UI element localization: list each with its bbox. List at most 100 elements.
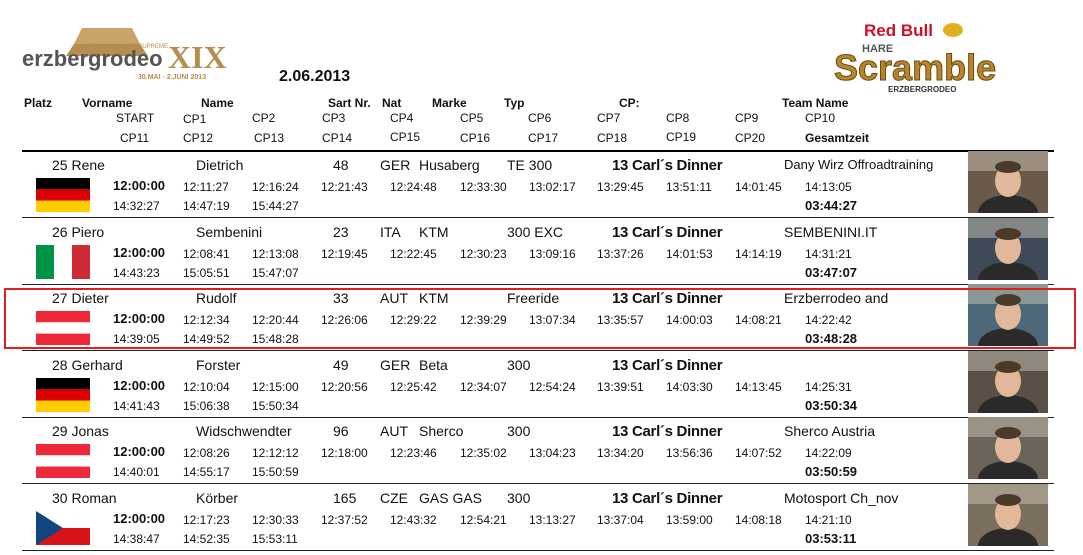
checkpoint-time: 13:56:36	[666, 446, 713, 461]
flag-germany-icon	[36, 377, 90, 412]
checkpoint-time: 14:13:05	[805, 180, 852, 194]
checkpoint-time: 12:21:43	[321, 180, 368, 194]
flag-austria-icon	[36, 444, 90, 479]
checkpoint-time: 12:23:46	[390, 446, 437, 461]
row-divider	[22, 550, 1054, 551]
header-cp14: CP14	[322, 131, 353, 145]
header-cp3: CP3	[322, 111, 346, 125]
flag-germany-icon	[36, 178, 90, 212]
checkpoint-time: 14:39:05	[113, 332, 160, 347]
rider-nat: GER	[380, 157, 411, 173]
rider-lastname: Forster	[196, 356, 241, 373]
checkpoint-time: 13:37:04	[597, 513, 644, 527]
checkpoint-time: 12:39:29	[460, 313, 507, 328]
row-divider	[22, 350, 1054, 352]
checkpoint-time: 12:26:06	[321, 313, 368, 328]
rider-place-firstname: 26 Piero	[52, 223, 105, 240]
svg-text:XIX: XIX	[168, 39, 227, 75]
rider-nat: CZE	[380, 490, 408, 506]
rider-photo	[968, 217, 1048, 298]
header-cp15: CP15	[390, 130, 421, 144]
rider-nat: GER	[380, 356, 411, 373]
rider-type: TE 300	[507, 157, 553, 173]
erzbergrodeo-logo: erzbergrodeo XIX XTREME ENDURO SUPREME 3…	[22, 28, 227, 81]
checkpoint-time: 14:03:30	[666, 379, 713, 394]
checkpoint-time: 12:22:45	[390, 246, 437, 261]
flag-austria-icon	[36, 311, 90, 346]
checkpoint-time: 12:08:41	[183, 246, 230, 261]
header-place: Platz	[24, 96, 53, 110]
checkpoint-time: 13:39:51	[597, 379, 644, 394]
checkpoint-time: 12:20:56	[321, 379, 368, 394]
row-divider	[22, 217, 1054, 218]
rider-photo	[968, 350, 1048, 431]
checkpoint-time: 12:29:22	[390, 313, 437, 328]
checkpoint-time: 12:13:08	[252, 246, 299, 261]
checkpoint-time: 12:34:07	[460, 379, 507, 394]
checkpoint-time: 12:54:21	[460, 513, 507, 527]
flag-italy-icon	[36, 244, 90, 279]
rider-place-firstname: 27 Dieter	[52, 290, 109, 307]
rider-place-firstname: 29 Jonas	[52, 423, 109, 440]
race-date: 2.06.2013	[279, 68, 351, 85]
rider-start-nr: 96	[333, 423, 349, 440]
rider-lastname: Dietrich	[196, 157, 244, 173]
rider-team: Sherco Austria	[784, 423, 876, 440]
checkpoint-time: 12:15:00	[252, 379, 299, 394]
rider-lastname: Rudolf	[196, 290, 237, 307]
header-nat: Nat	[382, 96, 402, 110]
total-time: 03:48:28	[805, 331, 858, 347]
checkpoint-time: 14:38:47	[113, 532, 160, 546]
svg-text:Red Bull: Red Bull	[864, 21, 933, 40]
header-cp11: CP11	[120, 131, 150, 145]
header-cp10: CP10	[805, 111, 836, 125]
checkpoint-time: 12:43:32	[390, 513, 437, 527]
checkpoint-time: 13:04:23	[529, 446, 576, 461]
rider-nat: AUT	[380, 290, 408, 307]
header-cp2: CP2	[252, 111, 276, 125]
rider-start-nr: 33	[333, 290, 349, 307]
total-time: 03:50:59	[805, 464, 858, 480]
rider-lastname: Sembenini	[196, 223, 263, 240]
rider-type: 300	[507, 490, 531, 506]
checkpoint-time: 13:35:57	[597, 313, 644, 328]
rider-lastname: Widschwendter	[196, 423, 292, 440]
rider-photo	[968, 151, 1048, 231]
rider-brand: KTM	[419, 290, 449, 307]
start-time: 12:00:00	[113, 511, 166, 526]
total-time: 03:53:11	[805, 531, 857, 546]
checkpoint-time: 12:19:45	[321, 246, 368, 261]
checkpoint-time: 14:25:31	[805, 379, 852, 394]
checkpoint-time: 15:50:34	[252, 398, 299, 413]
checkpoint-time: 14:52:35	[183, 532, 230, 546]
start-time: 12:00:00	[113, 244, 166, 260]
checkpoint-time: 14:40:01	[113, 465, 160, 480]
svg-text:HARE: HARE	[862, 43, 893, 55]
header-firstname: Vorname	[82, 96, 133, 110]
header-cp20: CP20	[735, 131, 766, 145]
rider-checkpoint: 13 Carl´s Dinner	[612, 290, 723, 308]
checkpoint-time: 14:22:42	[805, 313, 852, 328]
header-cp: CP:	[619, 96, 640, 110]
row-divider	[22, 283, 1054, 285]
header-cp7: CP7	[597, 111, 621, 125]
start-time: 12:00:00	[113, 377, 166, 393]
checkpoint-time: 14:08:21	[735, 313, 782, 328]
checkpoint-time: 15:48:28	[252, 332, 299, 347]
start-time: 12:00:00	[113, 311, 166, 327]
rider-checkpoint: 13 Carl´s Dinner	[612, 423, 723, 441]
checkpoint-time: 14:07:52	[735, 446, 782, 461]
flag-czech-icon	[36, 511, 90, 545]
checkpoint-time: 15:05:51	[183, 265, 230, 280]
checkpoint-time: 12:18:00	[321, 446, 368, 461]
total-time: 03:47:07	[805, 264, 858, 280]
rider-brand: KTM	[419, 223, 449, 240]
rider-type: 300	[507, 423, 531, 440]
checkpoint-time: 12:12:12	[252, 446, 299, 461]
rider-place-firstname: 30 Roman	[52, 490, 117, 506]
rider-team: Erzberrodeo and	[784, 290, 889, 307]
svg-text:erzbergrodeo: erzbergrodeo	[22, 46, 163, 71]
checkpoint-time: 14:55:17	[183, 465, 230, 480]
total-time: 03:44:27	[805, 198, 858, 213]
checkpoint-time: 14:00:03	[666, 313, 713, 328]
